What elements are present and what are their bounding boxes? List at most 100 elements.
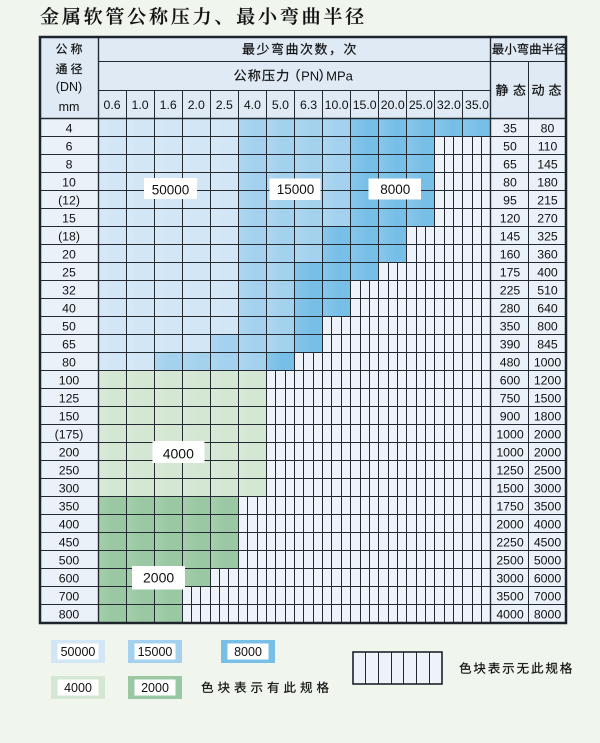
svg-text:1750: 1750 (496, 499, 524, 513)
svg-text:400: 400 (59, 517, 80, 531)
svg-text:25: 25 (62, 265, 76, 279)
svg-text:500: 500 (59, 553, 80, 567)
svg-text:175: 175 (500, 265, 521, 279)
svg-text:1000: 1000 (534, 355, 562, 369)
svg-text:10.0: 10.0 (325, 98, 349, 112)
svg-text:700: 700 (59, 589, 80, 603)
svg-text:400: 400 (537, 265, 558, 279)
svg-text:3000: 3000 (534, 481, 562, 495)
svg-text:6: 6 (66, 139, 73, 153)
svg-text:(12): (12) (58, 193, 80, 207)
svg-text:600: 600 (59, 571, 80, 585)
svg-text:225: 225 (500, 283, 521, 297)
svg-text:50000: 50000 (61, 645, 96, 659)
svg-text:2000: 2000 (141, 681, 169, 695)
svg-text:300: 300 (59, 481, 80, 495)
svg-text:800: 800 (537, 319, 558, 333)
svg-text:15: 15 (62, 211, 76, 225)
svg-text:350: 350 (500, 319, 521, 333)
svg-text:7000: 7000 (534, 589, 562, 603)
svg-text:4.0: 4.0 (244, 98, 261, 112)
svg-text:270: 270 (537, 211, 558, 225)
svg-text:80: 80 (541, 121, 555, 135)
svg-text:3500: 3500 (534, 499, 562, 513)
svg-text:100: 100 (59, 373, 80, 387)
svg-text:95: 95 (503, 193, 517, 207)
svg-text:MPa: MPa (326, 68, 354, 83)
svg-text:8000: 8000 (380, 182, 410, 197)
svg-text:15000: 15000 (138, 645, 173, 659)
svg-text:1.6: 1.6 (160, 98, 177, 112)
svg-text:640: 640 (537, 301, 558, 315)
svg-text:800: 800 (59, 607, 80, 621)
svg-text:110: 110 (538, 139, 558, 153)
svg-text:145: 145 (500, 229, 521, 243)
svg-text:2250: 2250 (496, 535, 524, 549)
svg-text:8000: 8000 (534, 607, 562, 621)
svg-text:4500: 4500 (534, 535, 562, 549)
svg-text:2.0: 2.0 (188, 98, 205, 112)
svg-text:2000: 2000 (496, 517, 524, 531)
svg-text:32: 32 (62, 283, 76, 297)
svg-text:20: 20 (62, 247, 76, 261)
svg-text:2500: 2500 (496, 553, 524, 567)
svg-text:4000: 4000 (163, 445, 194, 461)
svg-text:2000: 2000 (534, 445, 562, 459)
svg-text:1000: 1000 (496, 445, 524, 459)
svg-text:1250: 1250 (496, 463, 524, 477)
svg-text:6.3: 6.3 (300, 98, 317, 112)
svg-text:80: 80 (503, 175, 517, 189)
svg-text:3500: 3500 (496, 589, 524, 603)
svg-text:40: 40 (62, 301, 76, 315)
svg-text:390: 390 (500, 337, 521, 351)
svg-text:4000: 4000 (496, 607, 524, 621)
svg-text:4: 4 (66, 121, 73, 135)
svg-text:20.0: 20.0 (381, 98, 405, 112)
svg-text:(18): (18) (58, 229, 80, 243)
svg-text:1800: 1800 (534, 409, 562, 423)
svg-text:6000: 6000 (534, 571, 562, 585)
svg-text:900: 900 (500, 409, 521, 423)
svg-text:2.5: 2.5 (216, 98, 233, 112)
svg-text:PN: PN (301, 68, 319, 83)
svg-text:450: 450 (59, 535, 80, 549)
svg-text:480: 480 (500, 355, 521, 369)
svg-text:8000: 8000 (234, 645, 262, 659)
svg-text:5.0: 5.0 (272, 98, 289, 112)
svg-text:145: 145 (537, 157, 558, 171)
svg-text:200: 200 (59, 445, 80, 459)
svg-text:1200: 1200 (534, 373, 562, 387)
svg-text:mm: mm (59, 100, 80, 114)
svg-text:5000: 5000 (534, 553, 562, 567)
svg-text:120: 120 (500, 211, 521, 225)
svg-text:1500: 1500 (496, 481, 524, 495)
svg-text:35.0: 35.0 (465, 98, 489, 112)
svg-text:280: 280 (500, 301, 521, 315)
svg-text:(175): (175) (55, 427, 84, 441)
svg-text:35: 35 (503, 121, 517, 135)
svg-text:10: 10 (62, 175, 76, 189)
svg-text:510: 510 (537, 283, 558, 297)
svg-text:160: 160 (500, 247, 521, 261)
svg-text:125: 125 (59, 391, 80, 405)
svg-text:750: 750 (500, 391, 521, 405)
svg-text:65: 65 (503, 157, 517, 171)
svg-text:50: 50 (62, 319, 76, 333)
svg-text:50: 50 (503, 139, 517, 153)
svg-text:32.0: 32.0 (437, 98, 461, 112)
svg-text:8: 8 (66, 157, 73, 171)
svg-text:215: 215 (537, 193, 558, 207)
svg-text:2000: 2000 (143, 570, 174, 586)
svg-text:1.0: 1.0 (132, 98, 149, 112)
svg-text:15.0: 15.0 (353, 98, 377, 112)
svg-text:1500: 1500 (534, 391, 562, 405)
svg-text:350: 350 (59, 499, 80, 513)
svg-text:600: 600 (500, 373, 521, 387)
svg-text:25.0: 25.0 (409, 98, 433, 112)
svg-text:325: 325 (537, 229, 558, 243)
svg-text:150: 150 (59, 409, 80, 423)
svg-text:2500: 2500 (534, 463, 562, 477)
svg-text:50000: 50000 (152, 182, 190, 197)
svg-text:65: 65 (62, 337, 76, 351)
svg-text:4000: 4000 (64, 681, 92, 695)
